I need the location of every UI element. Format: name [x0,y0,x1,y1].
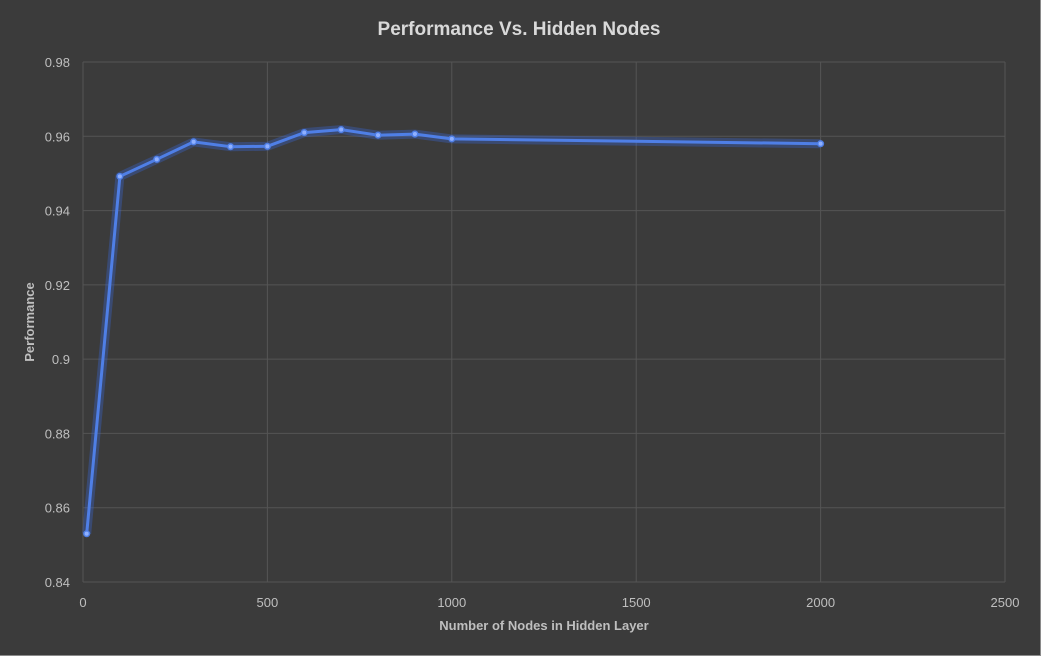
x-axis-tick-labels: 0 500 1000 1500 2000 2500 [79,595,1019,610]
y-tick-label: 0.96 [45,129,70,144]
x-axis-title: Number of Nodes in Hidden Layer [439,618,648,633]
x-tick-label: 1500 [622,595,651,610]
series-group [82,125,825,538]
gridlines [82,61,1006,583]
data-point [817,140,825,148]
data-point [116,172,124,180]
x-tick-label: 2000 [806,595,835,610]
y-tick-label: 0.94 [45,204,70,219]
data-point [300,129,308,137]
data-point [83,530,91,538]
y-tick-label: 0.92 [45,278,70,293]
series-line [85,128,821,534]
y-axis-tick-labels: 0.84 0.86 0.88 0.9 0.92 0.94 0.96 0.98 [45,55,70,590]
data-point [411,130,419,138]
data-point [374,131,382,139]
data-point [448,135,456,143]
series-line-glow [82,125,821,535]
data-point [153,155,161,163]
data-point [337,126,345,134]
y-tick-label: 0.88 [45,426,70,441]
x-tick-label: 1000 [437,595,466,610]
x-tick-label: 2500 [991,595,1020,610]
y-axis-title: Performance [22,282,37,361]
y-tick-label: 0.9 [52,352,70,367]
y-tick-label: 0.86 [45,501,70,516]
x-tick-label: 0 [79,595,86,610]
data-point [226,143,235,151]
data-point [263,142,271,150]
x-tick-label: 500 [257,595,279,610]
y-tick-label: 0.98 [45,55,70,70]
y-tick-label: 0.84 [45,575,70,590]
data-point [190,138,198,146]
chart-title: Performance Vs. Hidden Nodes [378,19,661,40]
